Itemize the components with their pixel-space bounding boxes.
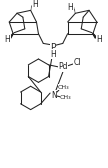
Polygon shape <box>93 34 96 38</box>
Text: Pd: Pd <box>58 62 68 71</box>
Text: H: H <box>50 50 56 59</box>
Text: H: H <box>96 35 102 44</box>
Text: P: P <box>50 43 56 52</box>
Text: N: N <box>51 91 57 99</box>
Text: H: H <box>68 3 73 12</box>
Text: H: H <box>4 35 10 44</box>
Text: H: H <box>33 0 38 9</box>
Text: Cl: Cl <box>74 58 81 67</box>
Text: CH₃: CH₃ <box>58 85 70 90</box>
Text: CH₃: CH₃ <box>60 95 71 100</box>
Polygon shape <box>10 34 13 38</box>
